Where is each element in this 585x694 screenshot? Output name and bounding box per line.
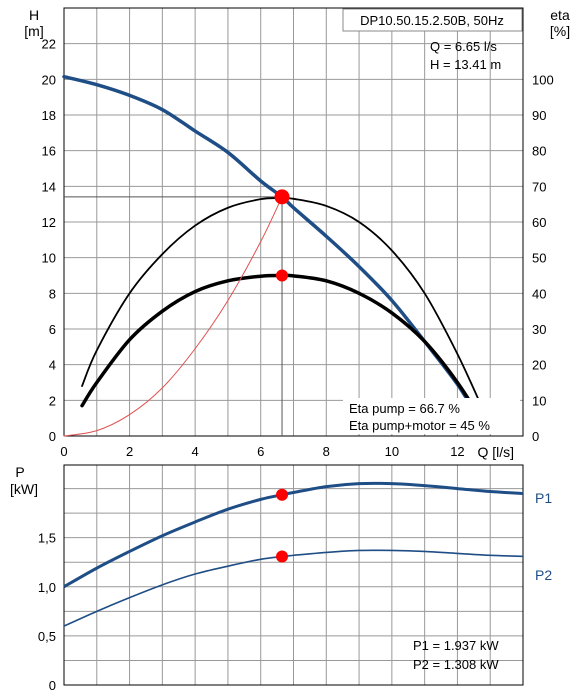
y-left-tick-label: 6 bbox=[49, 322, 56, 337]
y-right-tick-label: 50 bbox=[532, 251, 546, 266]
power-tick-label: 1,5 bbox=[38, 531, 56, 546]
y-left-tick-label: 10 bbox=[42, 251, 56, 266]
y-left-tick-label: 20 bbox=[42, 72, 56, 87]
y-right-tick-label: 30 bbox=[532, 322, 546, 337]
y-right-tick-label: 70 bbox=[532, 179, 546, 194]
p1-series-label: P1 bbox=[535, 490, 552, 506]
y-left-tick-label: 22 bbox=[42, 37, 56, 52]
efficiency-readout-box bbox=[343, 398, 520, 434]
y-right-tick-label: 80 bbox=[532, 144, 546, 159]
y-left-tick-label: 18 bbox=[42, 108, 56, 123]
y-right-tick-label: 0 bbox=[532, 429, 539, 444]
eta-pump-curve bbox=[81, 197, 485, 412]
x-tick-label: 0 bbox=[60, 444, 67, 459]
y-right-label-unit: [%] bbox=[550, 23, 570, 39]
head-chart-grid bbox=[64, 8, 524, 436]
eta-total-marker bbox=[276, 269, 289, 282]
x-tick-label: 8 bbox=[323, 444, 330, 459]
power-tick-label: 1,0 bbox=[38, 580, 56, 595]
eta-pump-readout: Eta pump = 66.7 % bbox=[349, 401, 460, 416]
operating-point-markers bbox=[274, 189, 290, 563]
y-right-tick-label: 60 bbox=[532, 215, 546, 230]
p1-readout: P1 = 1.937 kW bbox=[413, 638, 499, 653]
chart-title: DP10.50.15.2.50B, 50Hz bbox=[360, 13, 504, 28]
axis-tick-labels: 0 2 4 6 8 10 12 0 2 4 6 8 10 12 14 16 18 20 22 0 10 20 30 40 50 6… bbox=[38, 37, 554, 693]
y-left-tick-label: 8 bbox=[49, 286, 56, 301]
head-curve bbox=[62, 74, 479, 419]
power-axis-label-symbol: P bbox=[15, 464, 24, 480]
x-axis-label: Q [l/s] bbox=[477, 444, 514, 460]
y-right-tick-label: 90 bbox=[532, 108, 546, 123]
y-right-tick-label: 100 bbox=[532, 72, 554, 87]
eta-total-readout: Eta pump+motor = 45 % bbox=[349, 418, 490, 433]
head-chart-frame bbox=[63, 7, 524, 437]
y-left-label-unit: [m] bbox=[24, 23, 43, 39]
y-right-tick-label: 10 bbox=[532, 393, 546, 408]
power-tick-label: 0 bbox=[49, 678, 56, 693]
x-tick-label: 12 bbox=[450, 444, 464, 459]
y-left-label-symbol: H bbox=[29, 7, 39, 23]
head-readout: H = 13.41 m bbox=[430, 57, 501, 72]
p2-marker bbox=[276, 550, 289, 563]
title-box bbox=[342, 8, 523, 32]
x-tick-label: 4 bbox=[192, 444, 199, 459]
flow-readout: Q = 6.65 l/s bbox=[430, 39, 497, 54]
p1-marker bbox=[276, 488, 289, 501]
y-left-tick-label: 2 bbox=[49, 393, 56, 408]
y-right-tick-label: 40 bbox=[532, 286, 546, 301]
power-tick-label: 0,5 bbox=[38, 629, 56, 644]
power-axis-label-unit: [kW] bbox=[10, 481, 38, 497]
system-curve bbox=[63, 196, 283, 437]
y-right-tick-label: 20 bbox=[532, 358, 546, 373]
p2-series-label: P2 bbox=[535, 567, 552, 583]
p2-readout: P2 = 1.308 kW bbox=[413, 657, 499, 672]
y-left-tick-label: 12 bbox=[42, 215, 56, 230]
y-left-tick-label: 16 bbox=[42, 144, 56, 159]
y-right-label-symbol: eta bbox=[550, 7, 570, 23]
y-left-tick-label: 14 bbox=[42, 179, 56, 194]
y-left-tick-label: 0 bbox=[49, 429, 56, 444]
y-left-tick-label: 4 bbox=[49, 358, 56, 373]
x-tick-label: 2 bbox=[126, 444, 133, 459]
x-tick-label: 6 bbox=[257, 444, 264, 459]
duty-point-marker bbox=[274, 189, 290, 205]
x-tick-label: 10 bbox=[385, 444, 399, 459]
head-chart-curves bbox=[62, 74, 489, 437]
power-chart-frame bbox=[63, 464, 524, 686]
